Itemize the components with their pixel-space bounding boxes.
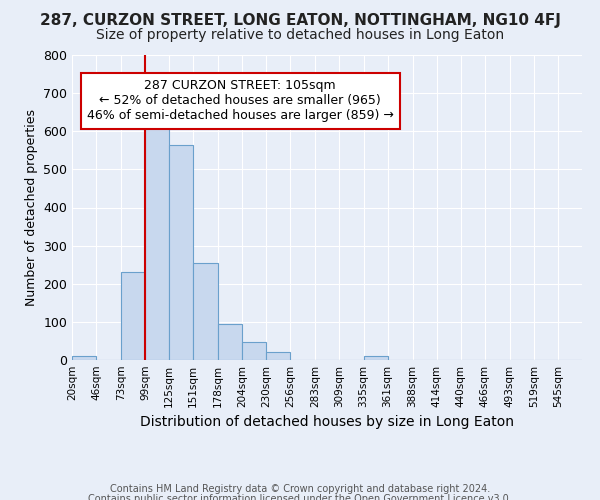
Text: Contains public sector information licensed under the Open Government Licence v3: Contains public sector information licen… [88, 494, 512, 500]
Text: 287 CURZON STREET: 105sqm
← 52% of detached houses are smaller (965)
46% of semi: 287 CURZON STREET: 105sqm ← 52% of detac… [87, 80, 394, 122]
Bar [364, 356, 388, 360]
Bar [193, 263, 218, 360]
Bar [72, 356, 96, 360]
Text: Contains HM Land Registry data © Crown copyright and database right 2024.: Contains HM Land Registry data © Crown c… [110, 484, 490, 494]
Bar [145, 124, 169, 360]
Bar [218, 324, 242, 360]
Y-axis label: Number of detached properties: Number of detached properties [25, 109, 38, 306]
Text: 287, CURZON STREET, LONG EATON, NOTTINGHAM, NG10 4FJ: 287, CURZON STREET, LONG EATON, NOTTINGH… [40, 12, 560, 28]
Bar [266, 352, 290, 360]
X-axis label: Distribution of detached houses by size in Long Eaton: Distribution of detached houses by size … [140, 416, 514, 430]
Bar [169, 144, 193, 360]
Bar [121, 272, 145, 360]
Bar [242, 342, 266, 360]
Text: Size of property relative to detached houses in Long Eaton: Size of property relative to detached ho… [96, 28, 504, 42]
